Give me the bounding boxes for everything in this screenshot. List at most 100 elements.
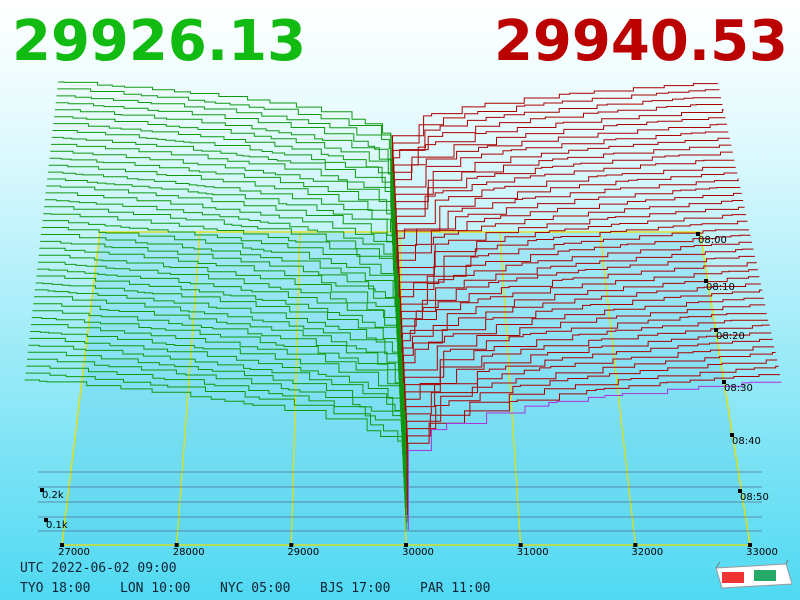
bid-curve	[25, 372, 407, 523]
ask-curve	[403, 297, 764, 440]
bid-curve	[30, 324, 404, 470]
ask-curve	[392, 89, 720, 215]
bid-curve	[40, 240, 400, 380]
bid-curve	[49, 157, 396, 290]
ask-curve	[402, 276, 760, 418]
time-tick	[696, 232, 700, 236]
ask-curve	[397, 192, 742, 328]
time-label: 08:00	[698, 235, 727, 246]
ask-curve	[402, 283, 761, 425]
ask-curve	[406, 352, 776, 500]
bid-curve	[54, 109, 393, 237]
price-tick	[518, 543, 523, 547]
bid-curve	[36, 275, 402, 418]
bid-curve	[35, 282, 402, 425]
ask-curve	[407, 381, 782, 530]
bid-curve	[46, 185, 397, 320]
ask-curve	[405, 332, 772, 478]
ask-curve	[400, 248, 754, 388]
ask-price: 29940.53	[494, 9, 788, 74]
bid-curve	[27, 351, 406, 500]
bid-curve	[44, 206, 398, 343]
ask-curve	[404, 319, 769, 463]
price-tick	[174, 543, 179, 547]
ask-curve	[399, 229, 749, 365]
bid-curve	[33, 303, 403, 448]
ask-curve	[403, 289, 763, 433]
bid-curve	[51, 136, 395, 268]
time-tick	[730, 433, 734, 437]
utc-time: UTC 2022-06-02 09:00	[20, 561, 177, 576]
ask-curve	[404, 324, 770, 470]
ask-curve	[404, 313, 767, 455]
ask-curve	[399, 220, 748, 358]
price-label: 32000	[631, 547, 663, 558]
bid-curve	[24, 379, 407, 530]
price-tick	[633, 543, 638, 547]
ask-curve	[399, 214, 747, 350]
axis-labels: 27000 28000 29000 30000 31000 32000 33000 0.2k 0…	[42, 232, 778, 558]
time-label: 08:30	[724, 383, 753, 394]
zone-time: BJS 17:00	[320, 581, 390, 596]
price-label: 30000	[402, 547, 434, 558]
price-label: 28000	[173, 547, 205, 558]
ask-curve	[395, 144, 732, 275]
bid-curve	[42, 220, 399, 358]
bid-curve	[56, 95, 392, 222]
bid-curve	[27, 358, 406, 508]
bid-curve	[47, 178, 397, 313]
ask-curve	[407, 374, 780, 523]
bid-curve	[34, 296, 403, 440]
ask-curve	[394, 123, 727, 253]
ask-curve	[401, 261, 757, 403]
bid-curve	[45, 192, 397, 328]
bid-curve	[52, 130, 394, 260]
ask-curve	[398, 200, 744, 335]
ask-curve	[403, 304, 766, 448]
bid-curve	[55, 102, 393, 230]
ask-curve	[393, 109, 724, 237]
3d-glasses-icon[interactable]	[715, 559, 793, 589]
bid-price: 29926.13	[12, 9, 306, 74]
bid-curve	[54, 116, 393, 245]
ask-curve	[405, 346, 775, 493]
ask-curve	[396, 172, 738, 305]
bid-curve	[41, 227, 399, 365]
depth-tick	[44, 518, 48, 522]
depth-label: 0.2k	[42, 490, 64, 501]
bid-curve	[38, 254, 401, 395]
bid-curve	[41, 234, 400, 373]
time-tick	[722, 380, 726, 384]
ask-curve	[405, 338, 773, 485]
bid-curve	[37, 268, 401, 410]
depth-curves	[24, 81, 782, 530]
ask-curve	[397, 178, 739, 313]
ask-curve	[401, 269, 758, 410]
zone-time: LON 10:00	[120, 581, 190, 596]
bid-curve	[32, 310, 404, 455]
bid-curve	[57, 88, 392, 215]
ask-curve	[392, 97, 721, 222]
ask-curve	[392, 83, 718, 207]
price-label: 31000	[517, 547, 549, 558]
price-tick	[404, 543, 408, 547]
bid-curve	[26, 365, 406, 515]
ask-curve	[396, 166, 736, 298]
bid-curve	[44, 199, 398, 335]
bid-curve	[39, 247, 400, 388]
price-tick	[60, 543, 64, 547]
time-tick	[738, 489, 742, 493]
time-tick	[704, 279, 708, 283]
depth-label: 0.1k	[46, 520, 68, 531]
price-label: 33000	[746, 547, 778, 558]
ask-curve	[400, 241, 752, 380]
price-label: 29000	[287, 547, 319, 558]
ask-curve	[406, 359, 778, 508]
bid-curve	[48, 164, 396, 298]
bid-curve	[31, 317, 404, 463]
ask-curve	[395, 151, 733, 283]
ask-curve	[393, 117, 726, 245]
price-tick	[289, 543, 294, 547]
bid-curve	[58, 81, 392, 207]
